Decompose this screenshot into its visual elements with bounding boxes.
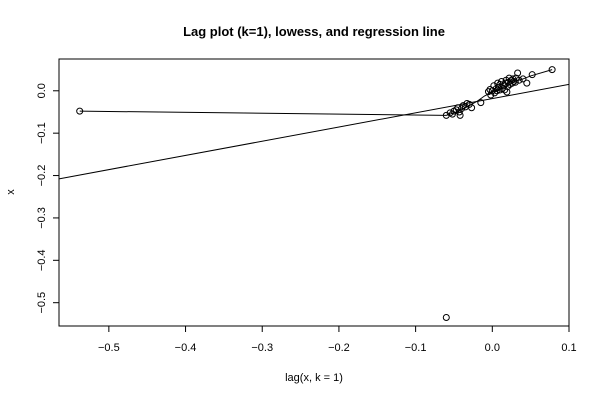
x-tick-label: 0.0 [485,342,500,354]
x-tick-label: −0.5 [98,342,120,354]
data-point [456,111,464,119]
x-tick-label: −0.2 [328,342,350,354]
data-point [468,104,476,112]
lowess-line [79,69,553,116]
x-tick-label: 0.1 [561,342,576,354]
data-point [488,87,496,95]
y-axis-label: x [5,189,17,195]
x-tick-label: −0.1 [405,342,427,354]
data-point [508,79,516,87]
data-point [523,79,531,87]
y-tick-label: 0.0 [36,83,48,98]
data-point [487,91,495,99]
y-tick-label: −0.4 [36,249,48,271]
data-point [519,75,527,83]
x-axis: −0.5 −0.4 −0.3 −0.2 −0.1 0.0 0.1 [98,325,577,354]
data-point [548,66,556,74]
regression-line [59,83,569,180]
data-point [514,69,522,77]
data-point [477,99,485,107]
data-point [504,83,512,91]
data-point [76,107,84,115]
x-tick-label: −0.4 [175,342,197,354]
y-tick-label: −0.1 [36,122,48,144]
y-axis: −0.5 −0.4 −0.3 −0.2 −0.1 0.0 [36,83,60,314]
x-tick-label: −0.3 [251,342,273,354]
data-point [528,71,536,79]
y-tick-label: −0.5 [36,292,48,314]
plot-content [59,66,569,322]
data-point [515,76,523,84]
data-point [511,78,519,86]
data-point [442,314,450,322]
chart-title: Lag plot (k=1), lowess, and regression l… [183,24,445,39]
y-tick-label: −0.2 [36,165,48,187]
data-point [491,89,499,97]
y-tick-label: −0.3 [36,207,48,229]
x-axis-label: lag(x, k = 1) [285,372,343,384]
